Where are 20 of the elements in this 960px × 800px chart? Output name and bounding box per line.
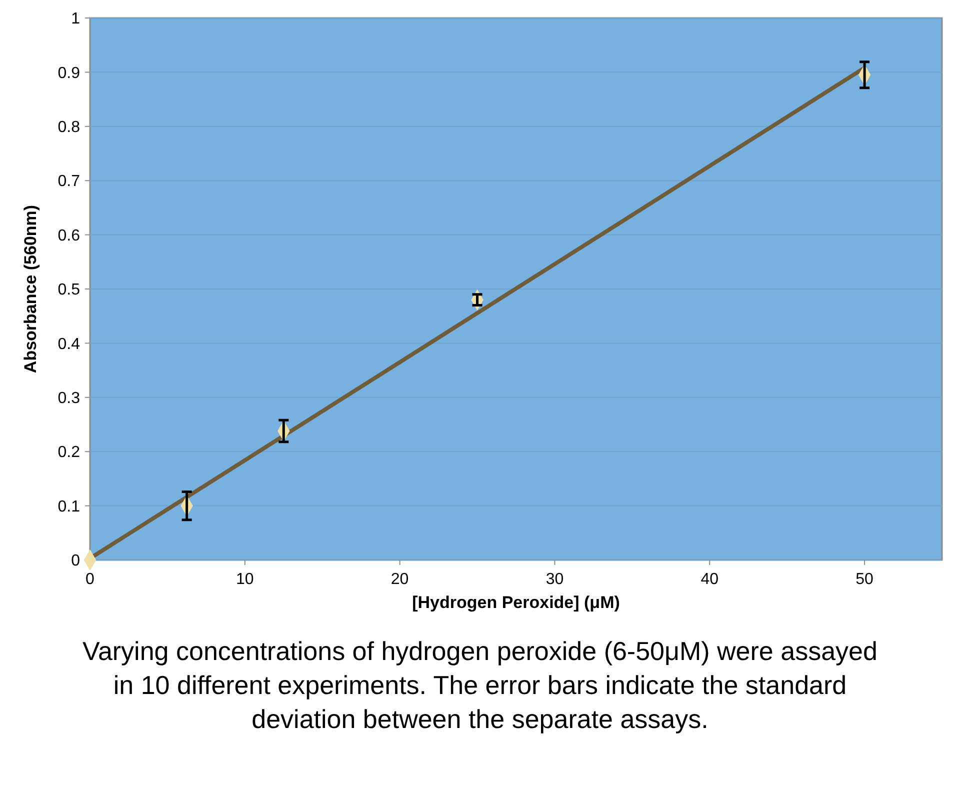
y-tick-label: 0.2 bbox=[58, 444, 80, 462]
x-tick-label: 0 bbox=[86, 571, 95, 588]
text: Varying concentrations of hydrogen peroxide (6-50μM) were assayed in 10 different experiments. The error bars indicate the standard deviation between the separate assays. bbox=[82, 636, 878, 734]
x-tick-label: 50 bbox=[856, 571, 874, 588]
y-tick-label: 0.9 bbox=[58, 64, 80, 82]
y-tick-label: 0.5 bbox=[58, 282, 80, 299]
y-tick-label: 0.1 bbox=[58, 498, 80, 516]
y-axis-title: Absorbance (560nm) bbox=[21, 204, 40, 374]
x-tick-label: 30 bbox=[546, 571, 564, 588]
x-tick-label: 40 bbox=[700, 571, 719, 588]
x-tick-label: 10 bbox=[236, 571, 254, 588]
y-tick-label: 1 bbox=[71, 10, 80, 28]
x-axis-title: [Hydrogen Peroxide] (μM) bbox=[412, 593, 620, 612]
y-tick-label: 0.8 bbox=[58, 119, 80, 136]
y-tick-label: 0.7 bbox=[58, 173, 80, 190]
x-tick-label: 20 bbox=[390, 571, 409, 588]
y-tick-label: 0.3 bbox=[58, 390, 80, 407]
y-tick-label: 0.6 bbox=[58, 227, 80, 244]
y-tick-label: 0 bbox=[71, 552, 80, 570]
y-tick-label: 0.4 bbox=[58, 336, 80, 353]
